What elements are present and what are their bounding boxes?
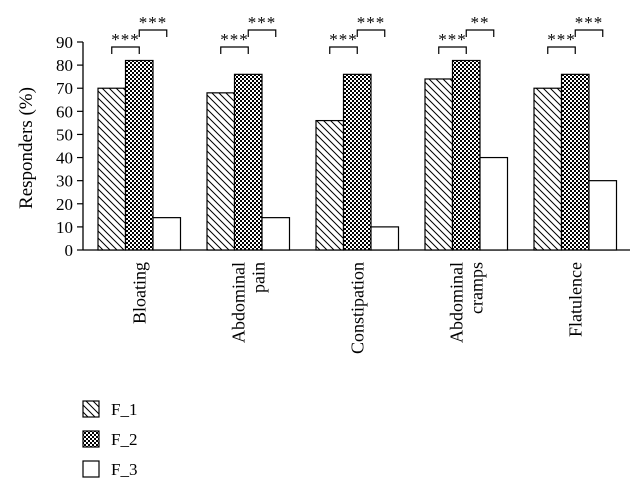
significance-bracket bbox=[247, 29, 277, 37]
y-tick-label: 60 bbox=[56, 102, 73, 121]
legend-label: F_3 bbox=[111, 460, 137, 479]
bar-f-2 bbox=[342, 73, 372, 251]
significance-label: *** bbox=[329, 30, 358, 49]
category-label: Flatulence bbox=[565, 262, 585, 337]
category-label: pain bbox=[248, 262, 268, 293]
significance-label: *** bbox=[220, 30, 249, 49]
y-ticks: 0 10 20 30 40 50 60 70 80 90 bbox=[56, 33, 83, 260]
bar-f-1 bbox=[424, 78, 454, 251]
significance-label: *** bbox=[139, 13, 168, 32]
legend-label: F_2 bbox=[111, 430, 137, 449]
category-label: Abdominal bbox=[446, 262, 466, 343]
bar-f-2 bbox=[233, 73, 263, 251]
significance-label: ** bbox=[471, 13, 490, 32]
legend-swatch bbox=[82, 430, 100, 448]
significance-label: *** bbox=[248, 13, 277, 32]
legend-label: F_1 bbox=[111, 400, 137, 419]
legend: F_1 F_2 F_3 bbox=[82, 400, 137, 479]
y-axis-title: Responders (%) bbox=[16, 87, 37, 209]
bar-f-3 bbox=[588, 180, 618, 251]
y-tick-label: 90 bbox=[56, 33, 73, 52]
bar-f-3 bbox=[370, 226, 400, 251]
significance-label: *** bbox=[438, 30, 467, 49]
significance-bracket bbox=[574, 29, 604, 37]
legend-swatch bbox=[82, 400, 100, 418]
bar-f-3 bbox=[261, 217, 291, 251]
y-tick-label: 80 bbox=[56, 56, 73, 75]
y-tick-label: 10 bbox=[56, 218, 73, 237]
bar-f-1 bbox=[97, 87, 127, 251]
y-tick-label: 20 bbox=[56, 195, 73, 214]
significance-bracket bbox=[465, 29, 495, 37]
significance-brackets: ***************************** bbox=[111, 13, 604, 54]
bar-f-3 bbox=[479, 156, 509, 251]
bars bbox=[97, 59, 618, 251]
bar-f-2 bbox=[560, 73, 590, 251]
y-tick-label: 50 bbox=[56, 125, 73, 144]
bar-f-3 bbox=[152, 217, 182, 251]
category-label: Abdominal bbox=[228, 262, 248, 343]
category-label: Bloating bbox=[129, 262, 149, 324]
category-label: cramps bbox=[466, 262, 486, 314]
bar-f-2 bbox=[451, 59, 481, 251]
y-tick-label: 40 bbox=[56, 149, 73, 168]
y-tick-label: 30 bbox=[56, 172, 73, 191]
significance-label: *** bbox=[547, 30, 576, 49]
y-tick-label: 70 bbox=[56, 79, 73, 98]
bar-f-2 bbox=[124, 59, 154, 251]
bar-f-1 bbox=[206, 92, 236, 251]
significance-bracket bbox=[438, 46, 467, 54]
category-label: Constipation bbox=[347, 262, 367, 354]
bar-f-1 bbox=[315, 119, 345, 251]
bar-f-1 bbox=[533, 87, 563, 251]
significance-bracket bbox=[547, 46, 576, 54]
category-labels: Bloating Abdominal pain Constipation Abdomin… bbox=[129, 262, 585, 354]
legend-swatch bbox=[82, 460, 100, 478]
significance-bracket bbox=[220, 46, 249, 54]
significance-bracket bbox=[329, 46, 358, 54]
significance-label: *** bbox=[575, 13, 604, 32]
significance-bracket bbox=[138, 29, 168, 37]
significance-bracket bbox=[356, 29, 386, 37]
significance-label: *** bbox=[111, 30, 140, 49]
significance-bracket bbox=[111, 46, 140, 54]
significance-label: *** bbox=[357, 13, 386, 32]
y-tick-label: 0 bbox=[65, 241, 74, 260]
